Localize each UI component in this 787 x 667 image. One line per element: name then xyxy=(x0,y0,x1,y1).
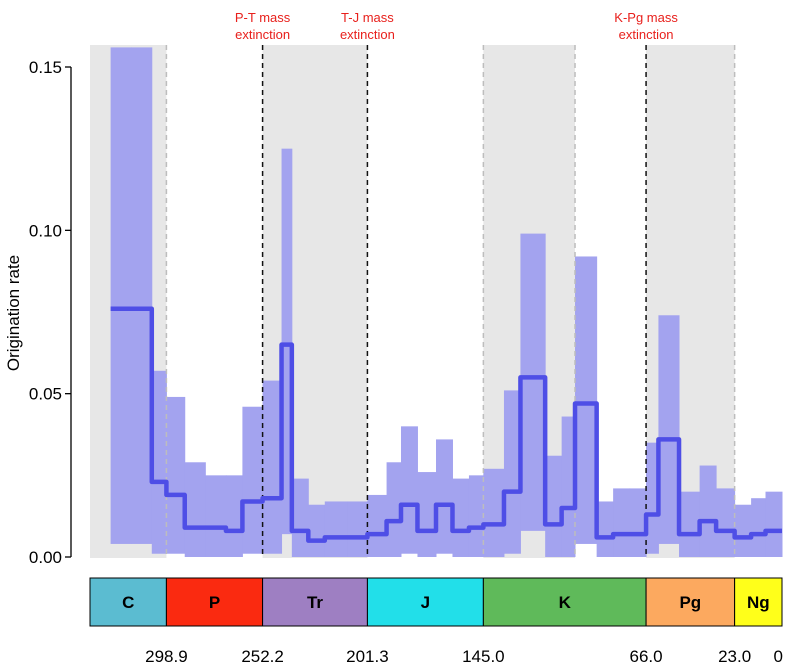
ci-band-segment xyxy=(400,426,418,554)
ci-band-segment xyxy=(324,501,348,557)
ci-band-segment xyxy=(734,504,752,557)
ci-band-segment xyxy=(561,416,576,557)
mean-line-group xyxy=(110,306,782,543)
y-tick-label: 0.05 xyxy=(29,385,62,404)
annotation-text: extinction xyxy=(619,27,674,42)
ci-band-segment xyxy=(205,475,227,557)
x-tick-label: 252.2 xyxy=(241,647,284,666)
x-tick-label: 0 xyxy=(774,647,783,666)
ci-band-segment xyxy=(716,488,736,557)
ci-band-segment xyxy=(520,233,546,531)
annotations: P-T mass extinction T-J mass extinction K-Pg… xyxy=(235,10,678,42)
x-tick-label: 201.3 xyxy=(346,647,389,666)
annotation-text: K-Pg mass xyxy=(614,10,678,25)
ci-band-segment xyxy=(184,462,206,557)
ci-band-segment xyxy=(281,148,293,535)
ci-band-segment xyxy=(658,315,680,544)
period-box xyxy=(165,577,264,627)
ci-band-segment xyxy=(291,478,309,557)
annotation-text: T-J mass xyxy=(341,10,394,25)
y-tick-label: 0.10 xyxy=(29,221,62,240)
boundary-lines xyxy=(165,45,736,558)
ci-band-segment xyxy=(646,442,659,554)
period-box xyxy=(482,577,647,627)
ci-band-segment xyxy=(452,478,470,557)
ci-band-segment xyxy=(386,462,402,557)
ci-band-segment xyxy=(629,488,647,557)
ci-band-segment xyxy=(699,465,717,557)
period-label: J xyxy=(421,593,430,612)
ci-band-segment xyxy=(679,491,701,557)
period-bar: C P Tr J K Pg Ng xyxy=(89,577,783,627)
ci-band-segment xyxy=(367,494,388,557)
ci-band-segment xyxy=(503,390,521,554)
x-tick-labels: 298.9 252.2 201.3 145.0 66.0 23.0 0 xyxy=(145,647,783,666)
ci-band-segment xyxy=(262,380,283,554)
x-tick-label: 66.0 xyxy=(630,647,663,666)
annotation-text: extinction xyxy=(235,27,290,42)
x-tick-label: 298.9 xyxy=(145,647,188,666)
ci-band-segment xyxy=(347,501,368,557)
ci-band-segment xyxy=(151,370,167,554)
ci-band-segment xyxy=(575,256,598,544)
ci-band-segment xyxy=(483,468,505,557)
ci-band-segment xyxy=(751,498,767,557)
mean-origination-line xyxy=(110,306,782,543)
period-box xyxy=(366,577,484,627)
ci-band-segment xyxy=(436,439,453,554)
period-label: Tr xyxy=(307,593,323,612)
y-axis: 0.00 0.05 0.10 0.15 xyxy=(29,58,72,567)
ci-band-segment xyxy=(308,504,326,557)
annotation-text: extinction xyxy=(340,27,395,42)
ci-band-segment xyxy=(417,472,437,557)
period-label: C xyxy=(122,593,134,612)
annotation-text: P-T mass xyxy=(235,10,291,25)
ci-band-segment xyxy=(110,47,132,544)
y-axis-label: Origination rate xyxy=(4,255,23,371)
ci-band-segment xyxy=(468,475,484,557)
period-label: K xyxy=(559,593,572,612)
period-label: Ng xyxy=(747,593,770,612)
ci-band-segment xyxy=(613,488,631,557)
ci-band-segment xyxy=(166,396,186,554)
x-tick-label: 23.0 xyxy=(718,647,751,666)
confidence-band xyxy=(110,47,783,557)
period-label: P xyxy=(209,593,220,612)
ci-band-segment xyxy=(131,47,153,544)
period-box xyxy=(734,577,783,627)
y-tick-label: 0.15 xyxy=(29,58,62,77)
ci-band-segment xyxy=(242,406,264,554)
ci-band-segment xyxy=(225,475,243,557)
ci-band-segment xyxy=(765,491,783,557)
period-label: Pg xyxy=(679,593,701,612)
ci-band-segment xyxy=(545,455,563,557)
y-tick-label: 0.00 xyxy=(29,548,62,567)
ci-band-segment xyxy=(596,501,614,557)
x-tick-label: 145.0 xyxy=(462,647,505,666)
